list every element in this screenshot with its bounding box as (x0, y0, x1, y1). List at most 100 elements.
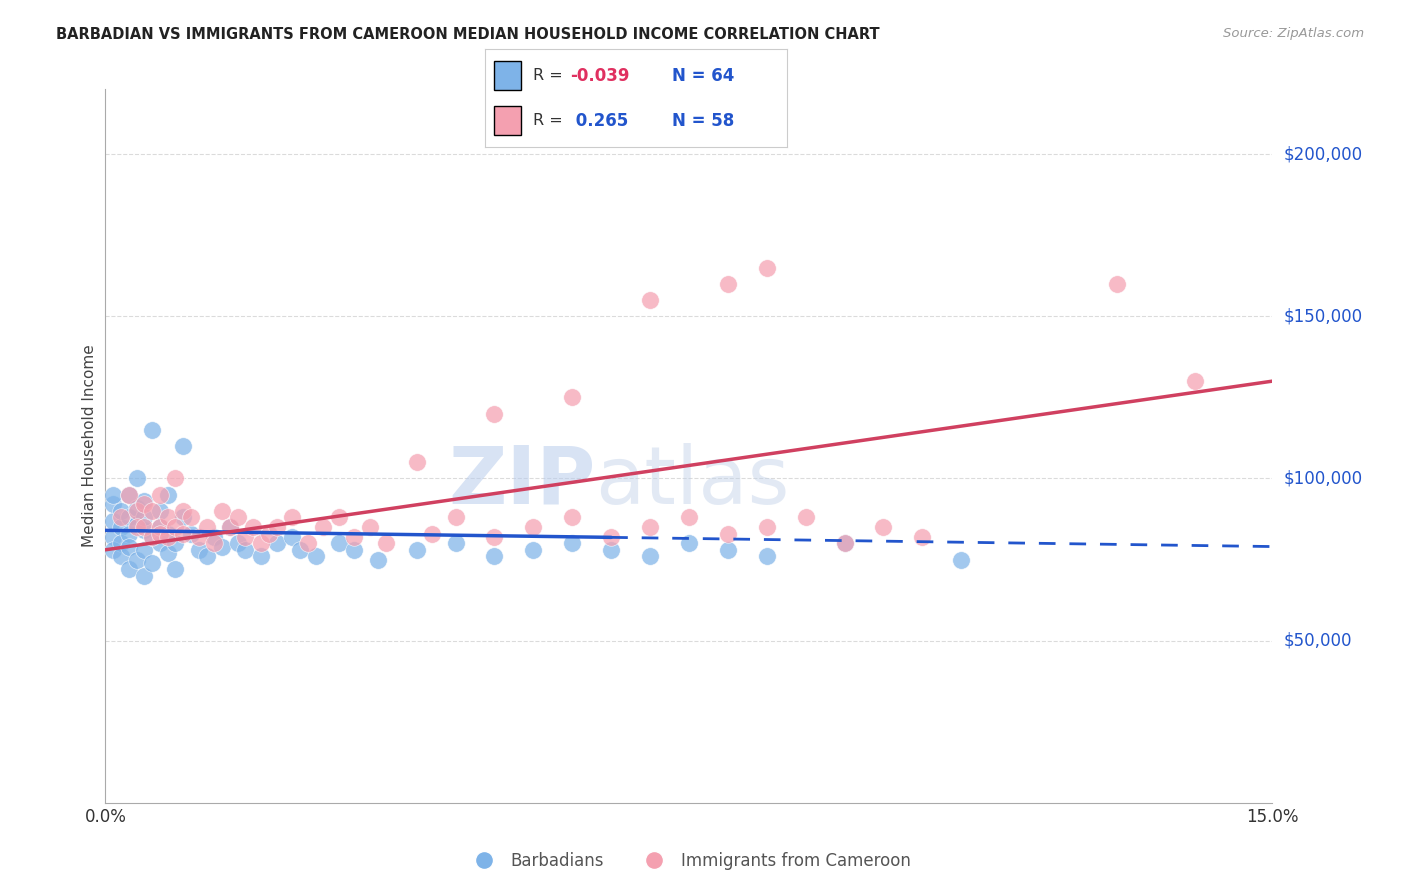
Point (950, 552, 973, 566)
Point (110, 536, 132, 550)
Point (118, 488, 141, 502)
FancyBboxPatch shape (494, 61, 522, 90)
Point (195, 549, 218, 564)
Point (444, 536, 467, 550)
Point (118, 526, 141, 541)
Point (103, 530, 125, 544)
Text: -0.039: -0.039 (569, 67, 630, 85)
Point (149, 504, 172, 518)
Point (103, 514, 125, 528)
Point (226, 510, 249, 524)
Point (141, 504, 163, 518)
Point (165, 536, 187, 550)
Point (156, 488, 179, 502)
Point (638, 549, 661, 564)
Point (125, 520, 148, 534)
Point (328, 510, 350, 524)
Point (794, 510, 817, 524)
Text: $50,000: $50,000 (1284, 632, 1353, 649)
Point (834, 536, 856, 550)
Text: N = 58: N = 58 (672, 112, 735, 129)
Point (522, 520, 544, 534)
Point (187, 530, 209, 544)
Point (118, 540, 141, 554)
Point (149, 536, 172, 550)
Point (600, 530, 623, 544)
Point (125, 504, 148, 518)
Point (281, 510, 304, 524)
Point (103, 542, 125, 557)
Point (717, 277, 740, 291)
Text: $150,000: $150,000 (1284, 307, 1362, 326)
Point (405, 455, 427, 469)
Point (141, 423, 163, 437)
Point (149, 520, 172, 534)
Point (717, 526, 740, 541)
Point (165, 520, 187, 534)
Point (110, 510, 132, 524)
Point (125, 552, 148, 566)
Point (367, 552, 389, 566)
Text: R =: R = (533, 113, 568, 128)
Point (134, 542, 156, 557)
Point (156, 510, 179, 524)
Point (484, 407, 506, 421)
Point (134, 494, 156, 508)
FancyBboxPatch shape (494, 106, 522, 136)
Text: $100,000: $100,000 (1284, 469, 1362, 487)
Point (195, 520, 218, 534)
Point (834, 536, 856, 550)
Text: Source: ZipAtlas.com: Source: ZipAtlas.com (1223, 27, 1364, 40)
Point (118, 510, 141, 524)
Point (1105, 277, 1128, 291)
Point (561, 510, 583, 524)
Point (156, 526, 179, 541)
Point (561, 536, 583, 550)
Point (156, 546, 179, 560)
Text: ZIP: ZIP (449, 442, 596, 521)
Point (911, 530, 934, 544)
Text: $200,000: $200,000 (1284, 145, 1362, 163)
Point (180, 510, 202, 524)
Point (125, 516, 148, 531)
Point (172, 510, 194, 524)
Y-axis label: Median Household Income: Median Household Income (82, 344, 97, 548)
Text: BARBADIAN VS IMMIGRANTS FROM CAMEROON MEDIAN HOUSEHOLD INCOME CORRELATION CHART: BARBADIAN VS IMMIGRANTS FROM CAMEROON ME… (56, 27, 880, 42)
Point (420, 526, 443, 541)
Point (172, 439, 194, 453)
Point (103, 497, 125, 511)
Point (755, 520, 778, 534)
Point (250, 536, 273, 550)
Point (219, 520, 242, 534)
Point (266, 520, 288, 534)
Point (638, 520, 661, 534)
Point (600, 542, 623, 557)
Point (118, 488, 141, 502)
Point (281, 530, 304, 544)
Point (110, 549, 132, 564)
Point (484, 549, 506, 564)
Point (110, 520, 132, 534)
Point (288, 542, 311, 557)
Point (141, 530, 163, 544)
Point (172, 526, 194, 541)
Point (187, 542, 209, 557)
Point (219, 520, 242, 534)
Point (872, 520, 894, 534)
Point (235, 530, 257, 544)
Point (149, 488, 172, 502)
Point (638, 293, 661, 307)
Point (149, 526, 172, 541)
Point (297, 536, 319, 550)
Point (103, 488, 125, 502)
Point (242, 520, 264, 534)
Point (226, 536, 249, 550)
Point (374, 536, 396, 550)
Point (678, 510, 700, 524)
Point (134, 524, 156, 538)
Point (172, 504, 194, 518)
Point (343, 530, 366, 544)
Point (165, 471, 187, 485)
Point (134, 568, 156, 582)
Point (211, 504, 233, 518)
